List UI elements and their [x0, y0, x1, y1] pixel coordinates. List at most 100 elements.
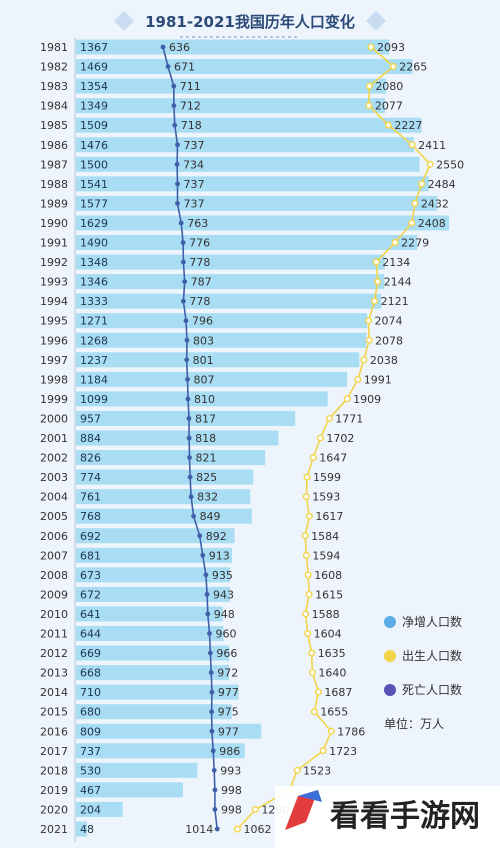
death-point-2011 — [207, 631, 212, 636]
birth-label-2009: 1615 — [315, 588, 343, 601]
birth-point-1998 — [354, 375, 362, 383]
net-bar-1982 — [76, 59, 413, 75]
death-point-2002 — [187, 455, 192, 460]
net-bar-1991 — [76, 235, 418, 250]
death-label-1994: 778 — [189, 295, 210, 308]
year-label-2011: 2011 — [40, 628, 68, 641]
death-point-1996 — [184, 337, 190, 343]
birth-label-1990: 2408 — [418, 217, 446, 230]
death-series: 636 671 711 712 718 737 734 737 737 763 776 778 787 7… — [160, 41, 242, 836]
net-label-2019: 467 — [80, 784, 101, 797]
net-label-1982: 1469 — [80, 61, 108, 74]
year-label-1986: 1986 — [40, 139, 68, 152]
death-label-1987: 734 — [183, 158, 204, 171]
year-label-1996: 1996 — [40, 334, 68, 347]
net-bar-2016 — [76, 723, 262, 739]
unit-label: 单位：万人 — [384, 716, 444, 731]
birth-label-1992: 2134 — [382, 256, 410, 269]
birth-label-1999: 1909 — [353, 393, 381, 406]
birth-label-1993: 2144 — [384, 276, 412, 289]
birth-label-2021: 1062 — [243, 823, 271, 836]
net-label-2008: 673 — [80, 569, 101, 582]
net-label-1998: 1184 — [80, 373, 108, 386]
birth-point-1996 — [365, 336, 373, 344]
net-label-2018: 530 — [80, 764, 101, 777]
net-label-2016: 809 — [80, 725, 101, 738]
death-label-2018: 993 — [220, 764, 241, 777]
birth-point-2000 — [325, 414, 333, 422]
death-label-2012: 966 — [216, 647, 237, 660]
birth-label-1983: 2080 — [375, 80, 403, 93]
birth-point-2004 — [302, 493, 310, 501]
legend-marker-2 — [384, 684, 396, 696]
year-label-2007: 2007 — [40, 549, 68, 562]
year-label-2004: 2004 — [40, 491, 68, 504]
net-label-1997: 1237 — [80, 354, 108, 367]
death-label-2007: 913 — [209, 549, 230, 562]
year-label-2001: 2001 — [40, 432, 68, 445]
birth-label-2004: 1593 — [312, 491, 340, 504]
death-label-1999: 810 — [194, 393, 215, 406]
net-label-1992: 1348 — [80, 256, 108, 269]
birth-point-2006 — [301, 532, 309, 540]
death-point-1997 — [184, 357, 190, 363]
net-label-1987: 1500 — [80, 158, 108, 171]
net-bar-1993 — [76, 274, 385, 290]
net-bar-1989 — [76, 195, 438, 211]
death-label-1983: 711 — [180, 80, 201, 93]
birth-point-2007 — [302, 551, 310, 559]
death-point-2009 — [204, 592, 210, 597]
net-label-1993: 1346 — [80, 276, 108, 289]
net-bar-2001 — [76, 430, 279, 446]
net-label-2009: 672 — [80, 588, 101, 601]
death-label-2005: 849 — [200, 510, 221, 523]
year-label-2013: 2013 — [40, 667, 68, 680]
net-bar-2020 — [76, 801, 123, 817]
death-label-1981: 636 — [169, 41, 190, 54]
birth-label-2012: 1635 — [318, 647, 346, 660]
death-label-2008: 935 — [212, 569, 233, 582]
year-label-2009: 2009 — [40, 588, 68, 601]
net-bar-2012 — [76, 645, 230, 661]
death-point-1982 — [165, 64, 171, 69]
year-label-1989: 1989 — [40, 197, 68, 210]
year-label-1995: 1995 — [40, 315, 68, 328]
birth-label-2011: 1604 — [314, 628, 342, 641]
death-point-2000 — [186, 416, 192, 421]
birth-point-1995 — [365, 317, 373, 325]
death-label-2009: 943 — [213, 588, 234, 601]
death-label-2010: 948 — [214, 608, 235, 621]
year-label-2010: 2010 — [40, 608, 68, 621]
birth-point-2010 — [302, 610, 310, 618]
death-point-1985 — [172, 122, 178, 128]
net-bar-2013 — [76, 665, 229, 681]
birth-point-1988 — [418, 180, 426, 188]
death-label-2021: 1014 — [185, 823, 213, 836]
net-bar-2009 — [76, 586, 230, 602]
death-point-1983 — [171, 83, 177, 89]
year-label-2006: 2006 — [40, 530, 68, 543]
death-point-2017 — [210, 748, 216, 754]
death-label-2016: 977 — [218, 725, 239, 738]
year-label-2002: 2002 — [40, 452, 68, 465]
year-label-1987: 1987 — [40, 158, 68, 171]
net-label-2010: 641 — [80, 608, 101, 621]
birth-point-1993 — [374, 278, 382, 286]
death-label-1984: 712 — [180, 100, 201, 113]
death-point-2018 — [211, 767, 217, 773]
death-label-1982: 671 — [174, 61, 195, 74]
death-label-1992: 778 — [189, 256, 210, 269]
death-label-2004: 832 — [197, 491, 218, 504]
birth-label-2001: 1702 — [326, 432, 354, 445]
death-point-2004 — [188, 494, 194, 500]
death-point-1986 — [175, 142, 180, 148]
net-label-2020: 204 — [80, 803, 101, 816]
net-label-1990: 1629 — [80, 217, 108, 230]
net-bar-1986 — [76, 137, 415, 153]
net-bar-2010 — [76, 606, 223, 622]
birth-label-1985: 2227 — [394, 119, 422, 132]
birth-label-2007: 1594 — [312, 549, 340, 562]
death-point-1994 — [180, 298, 186, 304]
birth-point-2008 — [304, 571, 312, 579]
net-bar-2008 — [76, 567, 231, 583]
